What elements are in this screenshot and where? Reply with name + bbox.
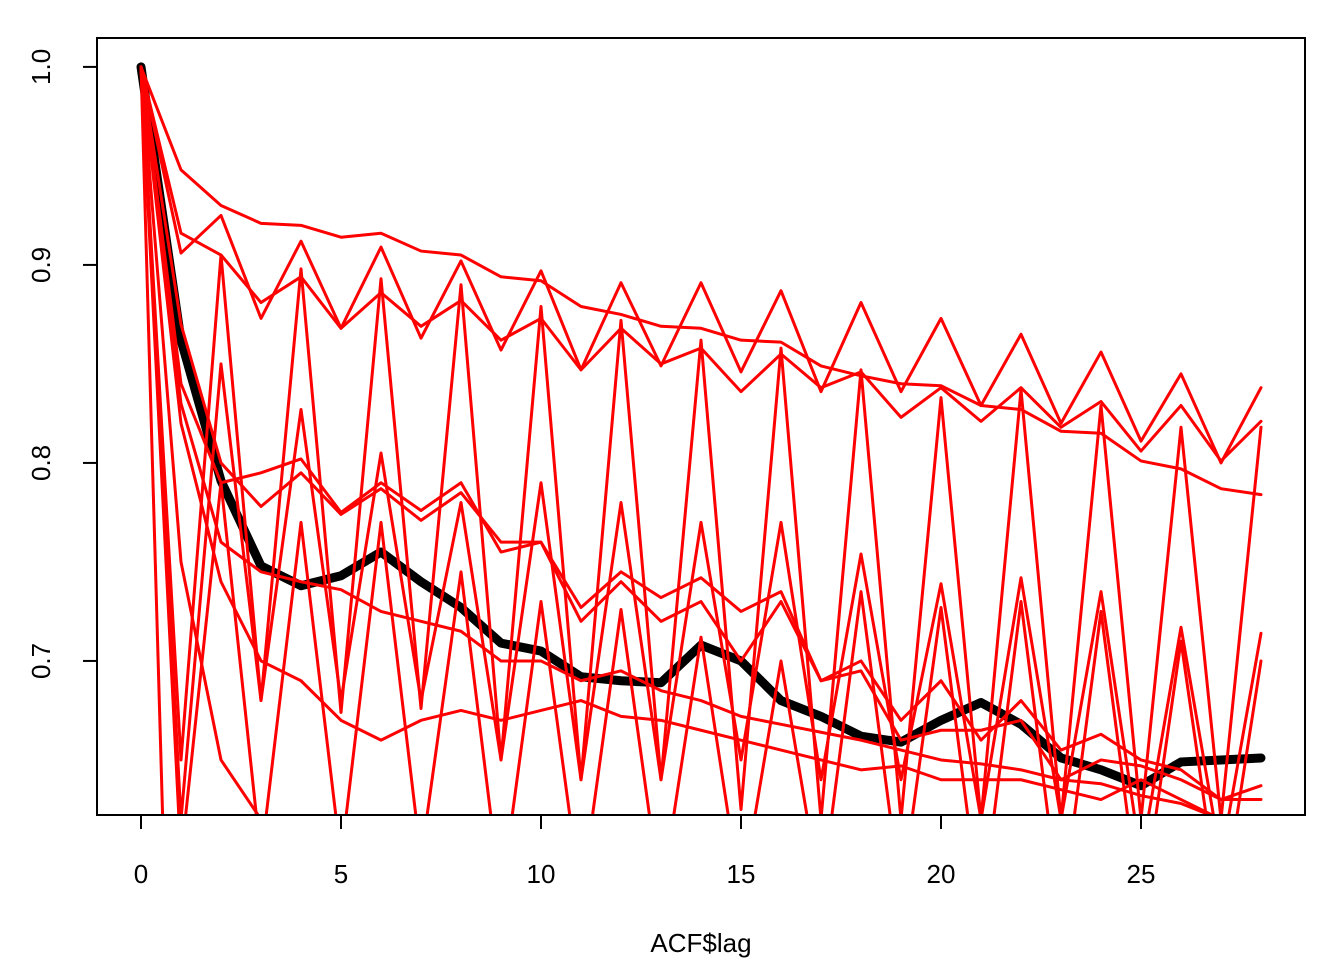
- plot-area: [136, 62, 1266, 815]
- series-line: [139, 65, 260, 815]
- series-line: [139, 65, 165, 815]
- series-line: [139, 65, 1216, 815]
- x-tick-label: 25: [1127, 859, 1156, 889]
- series-line: [139, 65, 1263, 463]
- series-line: [139, 65, 1215, 815]
- x-tick-label: 0: [134, 859, 148, 889]
- plot-frame: [96, 37, 1306, 816]
- x-tick-label: 20: [927, 859, 956, 889]
- y-tick-label: 0.8: [26, 445, 56, 481]
- x-tick-label: 15: [727, 859, 756, 889]
- y-tick-label: 1.0: [26, 49, 56, 85]
- x-tick-label: 10: [527, 859, 556, 889]
- series-line: [139, 65, 1263, 815]
- y-tick-label: 0.7: [26, 643, 56, 679]
- series-line: [139, 65, 1263, 497]
- series-line: [139, 65, 1263, 465]
- series-line: [139, 65, 1263, 802]
- y-tick-label: 0.9: [26, 247, 56, 283]
- x-tick-label: 5: [334, 859, 348, 889]
- series-line: [139, 65, 1263, 815]
- x-axis-label: ACF$lag: [650, 928, 751, 958]
- series-line: [139, 65, 1263, 815]
